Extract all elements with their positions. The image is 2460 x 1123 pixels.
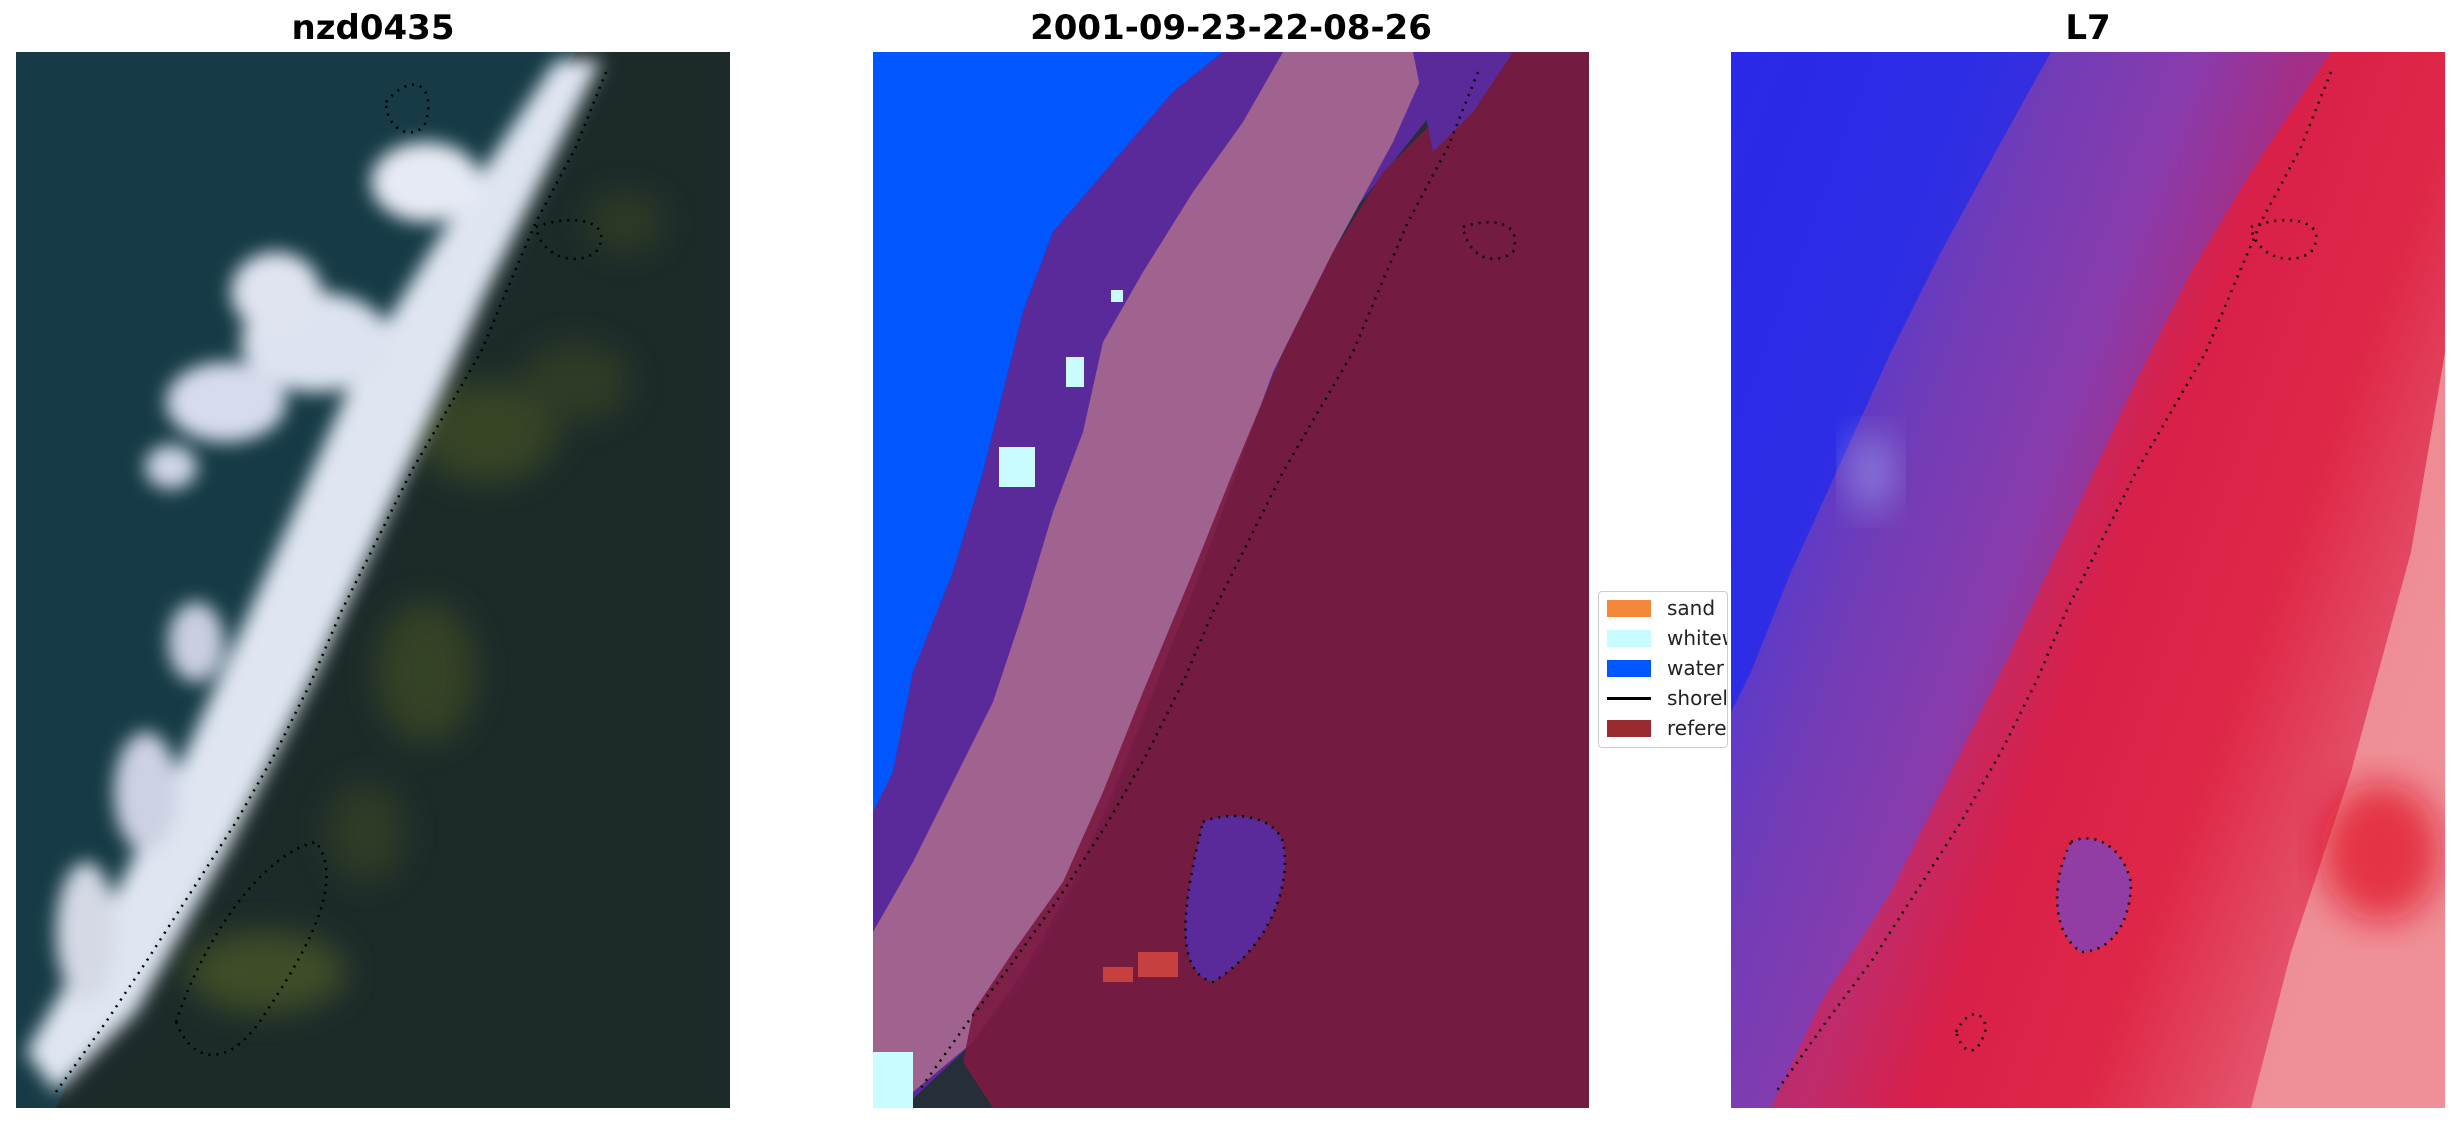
sand-swatch: [1607, 599, 1651, 617]
panel-title-index: L7: [2065, 8, 2111, 48]
shoreline-line-swatch: [1607, 696, 1651, 700]
index-panel: [1731, 52, 2445, 1108]
rgb-image-panel: [16, 52, 730, 1108]
transition-index-area: [1731, 52, 2331, 1108]
vegetation-patches: [186, 192, 666, 1012]
land-index-area: [1771, 52, 2445, 1108]
panel-title-rgb: nzd0435: [291, 8, 455, 48]
classification-panel: [873, 52, 1589, 1108]
legend-item-water: water: [1607, 656, 1724, 680]
whitewater-class-area: [873, 52, 1433, 1108]
legend-item-sand: sand: [1607, 596, 1715, 620]
reference-shoreline-buffer: [963, 52, 1589, 1108]
classification-map: [873, 52, 1589, 1108]
legend-item-reference-buffer: reference shoreline buffer: [1607, 716, 1727, 740]
panel-title-classification: 2001-09-23-22-08-26: [1030, 8, 1432, 48]
water-index-area: [1731, 52, 2051, 712]
whitewater-pixels: [873, 1052, 913, 1108]
water-swatch: [1607, 659, 1651, 677]
reference-buffer-swatch: [1607, 719, 1651, 737]
legend-item-shoreline: shoreline: [1607, 686, 1727, 710]
index-map: [1731, 52, 2445, 1108]
water-class-area: [873, 52, 1223, 812]
rgb-image: [16, 52, 730, 1108]
whitewater-band: [26, 60, 601, 1092]
whitewater-swatch: [1607, 629, 1651, 647]
